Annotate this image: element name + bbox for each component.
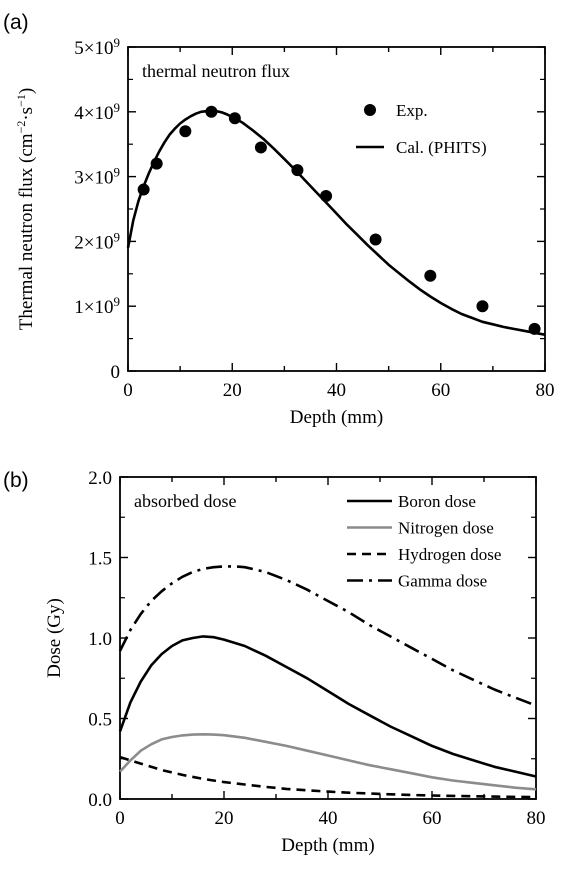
data-point (369, 233, 382, 246)
panel-b-dose-chart: (b) absorbed dose 0 20 40 60 80 0.0 0.5 1.0 1.5… (3, 468, 546, 856)
x-tick-label: 20 (215, 808, 234, 829)
panel-a-y-axis-label: Thermal neutron flux (cm−2·s−1) (14, 88, 37, 330)
y-tick-label: 1.0 (88, 629, 112, 650)
x-tick-label: 40 (319, 808, 338, 829)
data-point (179, 125, 192, 138)
x-tick-label: 60 (431, 380, 450, 401)
panel-b-annotation: absorbed dose (134, 491, 236, 511)
y-tick-label: 2×109 (74, 229, 120, 254)
panel-a-x-axis-label: Depth (mm) (290, 407, 383, 428)
legend-label: Cal. (PHITS) (396, 138, 487, 157)
series-cal-phits-line (126, 109, 546, 336)
panel-a-label: (a) (3, 11, 29, 34)
x-tick-label: 80 (536, 380, 555, 401)
x-tick-label: 40 (327, 380, 346, 401)
panel-a-flux-chart: (a) thermal neutron flux 0 20 40 60 80 0 1×10… (3, 11, 555, 428)
panel-b-y-axis: 0.0 0.5 1.0 1.5 2.0 (88, 468, 536, 811)
panel-b-legend: Boron dose Nitrogen dose Hydrogen dose Gamm… (347, 492, 501, 591)
y-tick-label: 1.5 (88, 549, 112, 570)
data-point (424, 269, 437, 282)
y-tick-label: 0.0 (88, 790, 112, 811)
panel-a-legend: Exp. Cal. (PHITS) (356, 101, 487, 157)
panel-a-y-axis: 0 1×109 2×109 3×109 4×109 5×109 (74, 35, 545, 383)
series-gamma-dose-line (118, 565, 537, 707)
x-tick-label: 80 (527, 808, 546, 829)
legend-label: Hydrogen dose (398, 545, 501, 564)
y-tick-label: 3×109 (74, 164, 120, 189)
x-tick-label: 20 (223, 380, 242, 401)
series-boron-dose-line (118, 635, 537, 778)
panel-a-series-group (126, 105, 546, 336)
panel-b-x-axis-label: Depth (mm) (281, 835, 374, 856)
legend-label: Exp. (396, 101, 428, 120)
y-tick-label: 2.0 (88, 468, 112, 489)
legend-label: Nitrogen dose (398, 519, 494, 538)
y-tick-label: 4×109 (74, 99, 120, 124)
y-tick-label: 1×109 (74, 294, 120, 319)
panel-b-x-axis: 0 20 40 60 80 (115, 477, 546, 829)
y-tick-label: 0 (111, 362, 121, 383)
panel-b-label: (b) (3, 469, 29, 492)
data-point (291, 164, 304, 177)
x-tick-label: 60 (423, 808, 442, 829)
y-tick-label: 0.5 (88, 710, 112, 731)
x-tick-label: 0 (123, 380, 133, 401)
series-hydrogen-dose-line (119, 755, 537, 799)
x-tick-label: 0 (115, 808, 125, 829)
panel-b-y-axis-label: Dose (Gy) (44, 598, 65, 678)
panel-b-series-group (118, 565, 537, 799)
data-point (476, 300, 489, 313)
legend-label: Boron dose (398, 492, 476, 511)
legend-marker (364, 104, 376, 116)
data-point (320, 190, 333, 203)
panel-a-annotation: thermal neutron flux (142, 61, 290, 81)
legend-label: Gamma dose (398, 572, 487, 591)
y-tick-label: 5×109 (74, 35, 120, 60)
panel-a-x-axis: 0 20 40 60 80 (123, 47, 555, 401)
data-point (254, 141, 267, 154)
series-nitrogen-dose-line (119, 733, 537, 791)
